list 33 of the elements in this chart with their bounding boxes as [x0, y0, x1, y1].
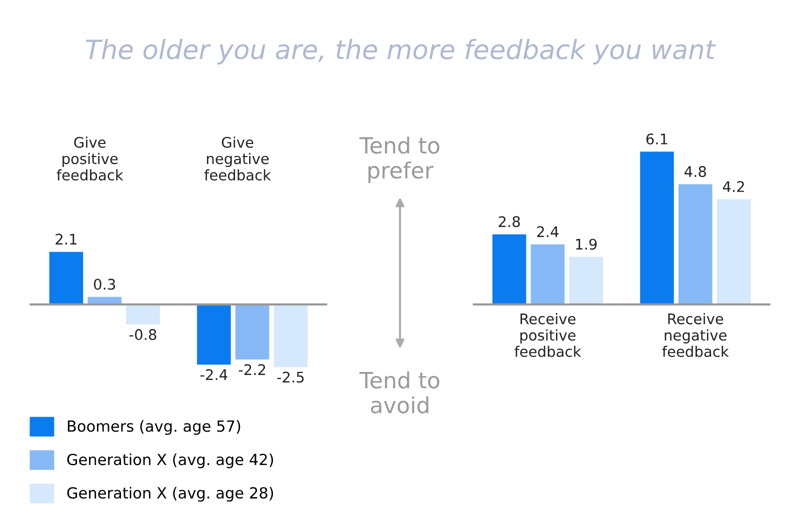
data-label: 2.4 [537, 226, 558, 237]
data-label: 4.8 [684, 166, 706, 178]
data-label: -2.5 [277, 372, 304, 383]
data-label: 1.9 [576, 238, 597, 250]
bar [49, 252, 84, 304]
data-label: -2.4 [200, 369, 228, 380]
x-tick-label: Give positive feedback [56, 136, 124, 181]
bar [640, 152, 674, 304]
bar [235, 304, 270, 360]
bar [126, 304, 160, 324]
bar [678, 184, 712, 304]
data-label: -0.8 [130, 329, 156, 340]
bar [569, 256, 603, 304]
legend-label: Boomers (avg. age 57) [68, 420, 240, 435]
x-tick-label: Give negative feedback [204, 136, 271, 181]
legend-label: Generation X (avg. age 28) [67, 486, 274, 502]
data-label: 2.1 [56, 234, 76, 245]
bar [530, 244, 565, 304]
text: Tend to avoid [359, 371, 440, 414]
bar [274, 304, 308, 368]
data-label: 0.3 [94, 278, 116, 290]
data-label: -2.2 [238, 364, 266, 375]
x-tick-label: Receive positive feedback [514, 313, 582, 358]
bar [716, 199, 751, 304]
data-label: 2.8 [498, 216, 520, 228]
chart-title: The older you are, the more feedback you want [86, 38, 716, 64]
data-label: 4.2 [722, 181, 744, 192]
annotation: Tend to prefer [359, 136, 440, 183]
bar [197, 304, 231, 365]
legend-label: Generation X (avg. age 42) [67, 453, 274, 468]
data-label: 6.1 [646, 133, 668, 145]
bar [492, 234, 526, 304]
x-tick-label: Receive negative feedback [662, 313, 729, 358]
